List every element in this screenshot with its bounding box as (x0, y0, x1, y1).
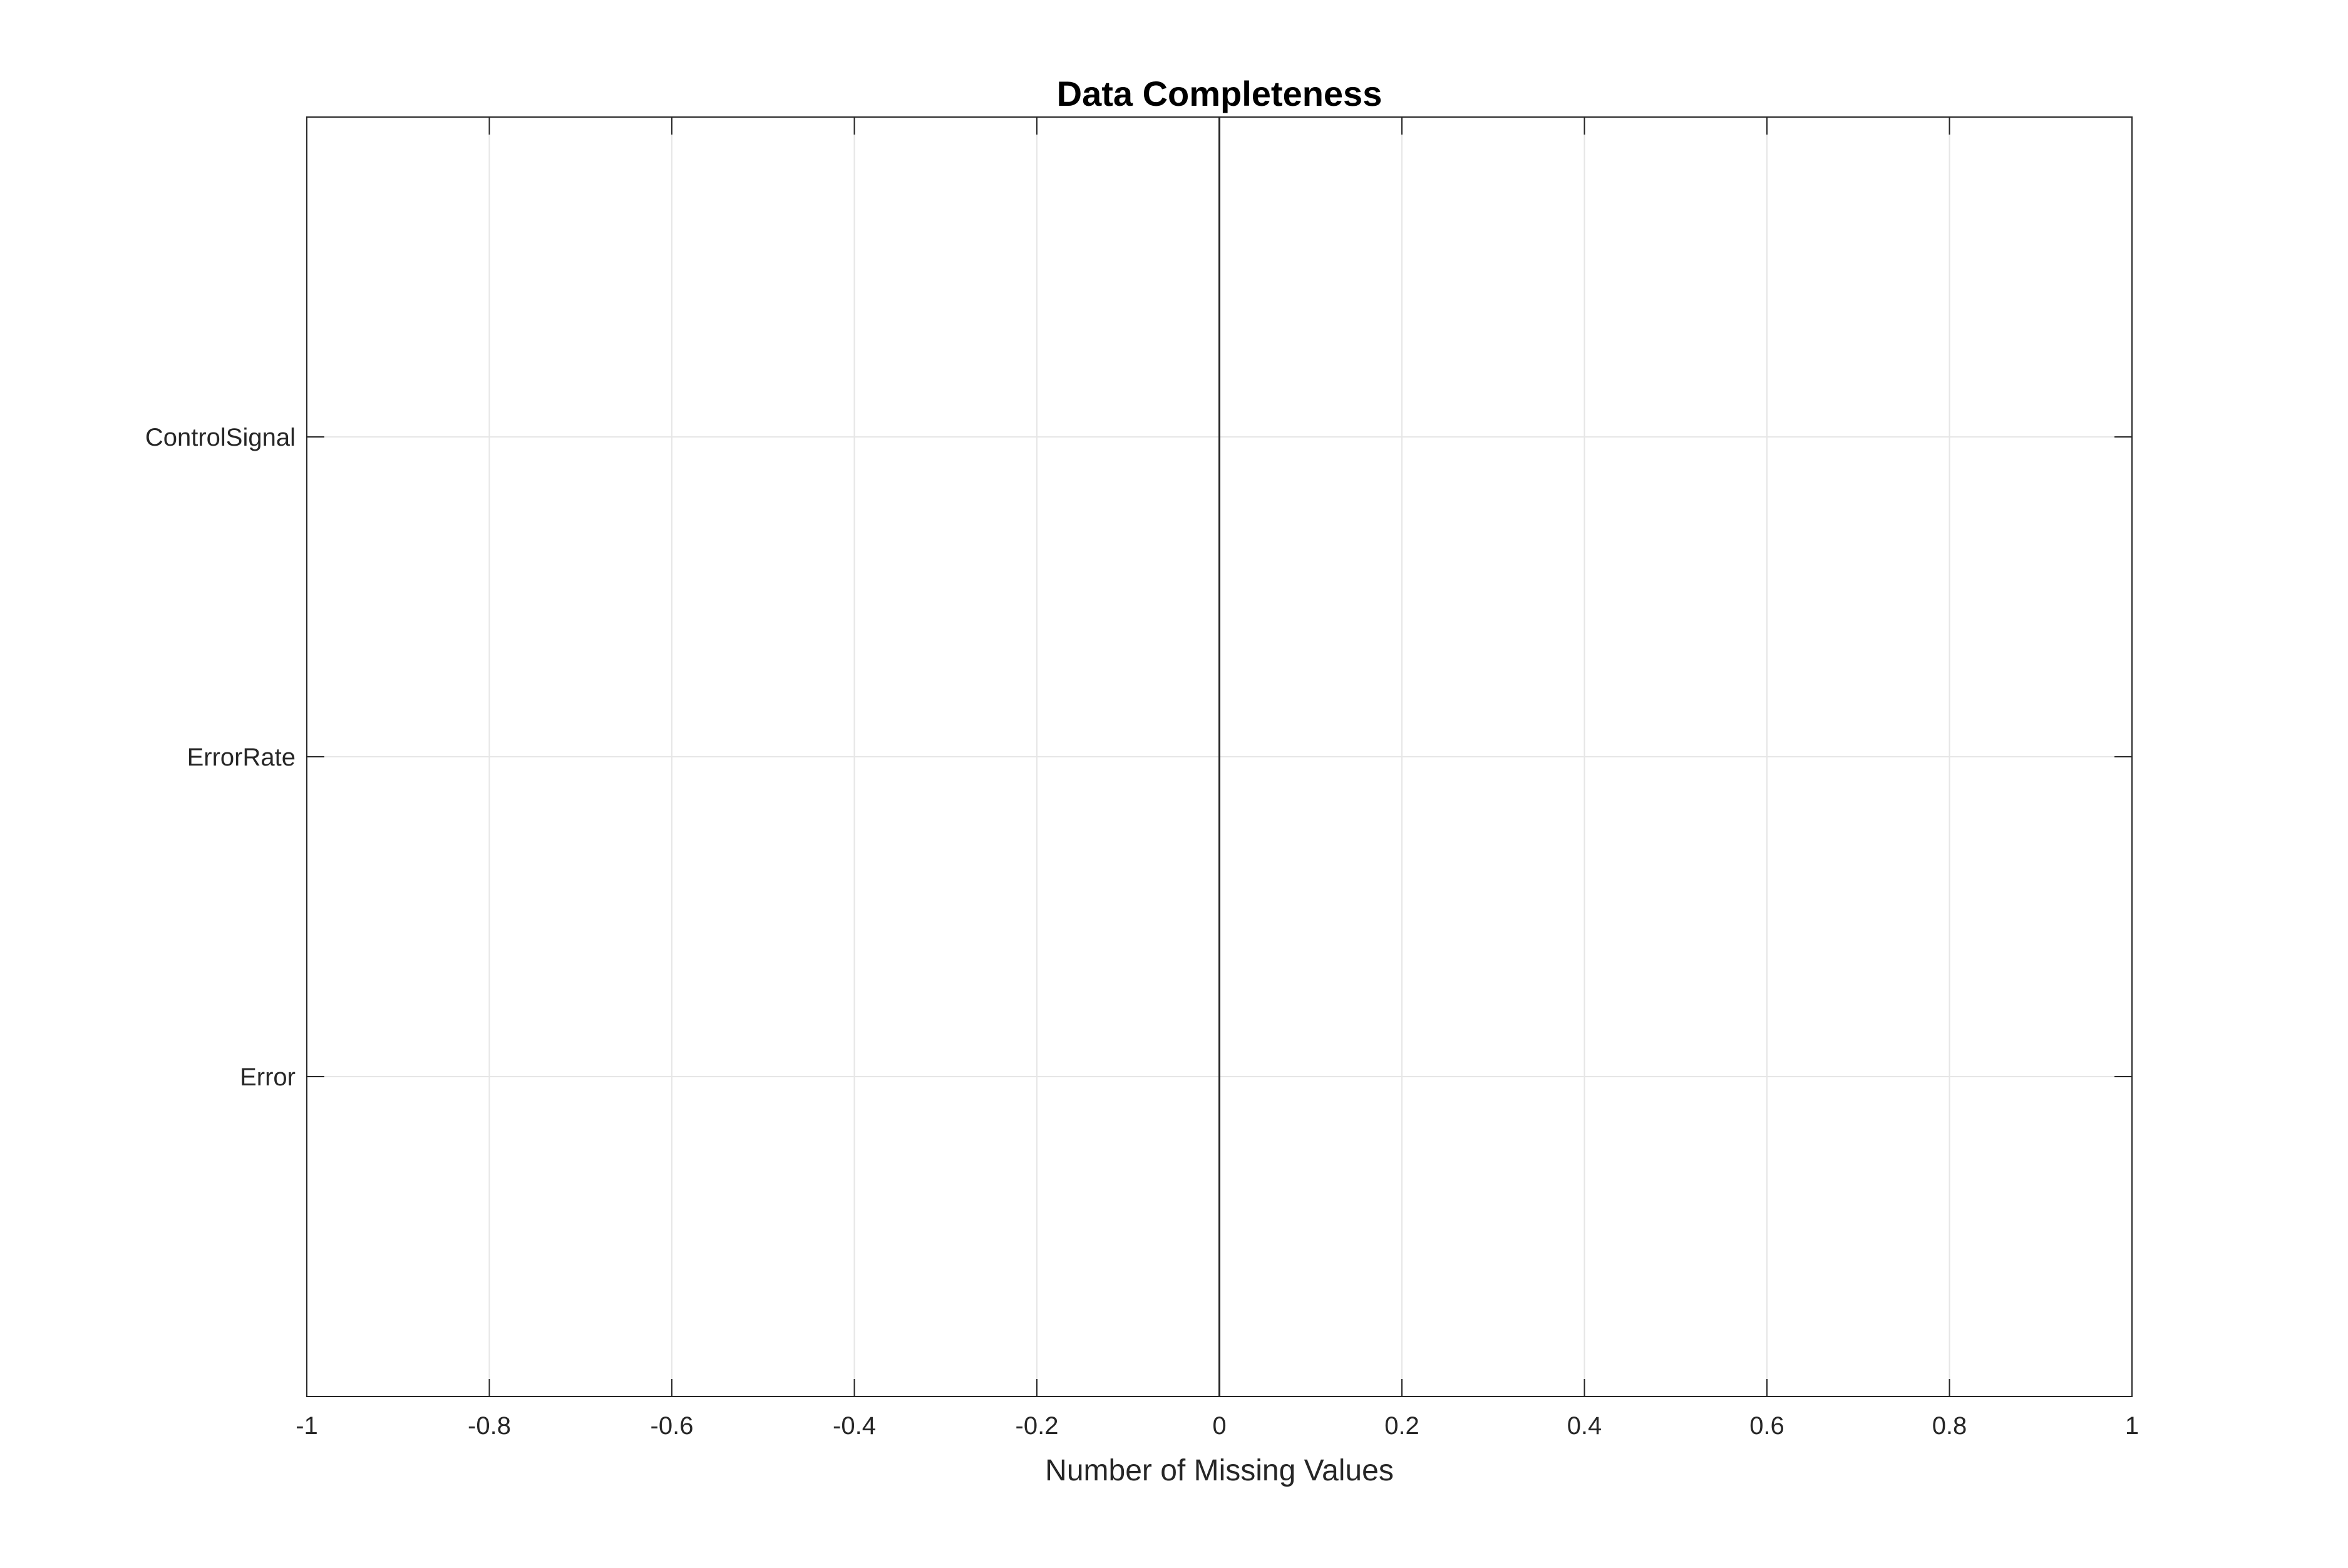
y-tick-label: Error (240, 1063, 296, 1091)
chart-title: Data Completeness (1057, 74, 1383, 113)
x-tick-label: 0.6 (1749, 1412, 1784, 1440)
x-tick-label: 1 (2125, 1412, 2139, 1440)
x-tick-label: 0.8 (1932, 1412, 1967, 1440)
x-axis-title: Number of Missing Values (1045, 1454, 1394, 1487)
x-tick-label: 0 (1212, 1412, 1226, 1440)
x-tick-labels: -1 -0.8 -0.6 -0.4 -0.2 0 0.2 0.4 0.6 0.8 1 (296, 1412, 2139, 1440)
x-tick-label: -0.8 (468, 1412, 511, 1440)
x-tick-label: -0.2 (1016, 1412, 1059, 1440)
x-tick-label: -1 (296, 1412, 318, 1440)
x-tick-label: 0.4 (1567, 1412, 1602, 1440)
x-tick-label: -0.6 (651, 1412, 694, 1440)
y-tick-labels: Error ErrorRate ControlSignal (145, 424, 296, 1091)
x-tick-label: 0.2 (1384, 1412, 1419, 1440)
y-tick-label: ControlSignal (145, 424, 296, 451)
axes-box (306, 116, 2133, 1397)
x-tick-label: -0.4 (833, 1412, 876, 1440)
y-tick-label: ErrorRate (187, 744, 296, 771)
